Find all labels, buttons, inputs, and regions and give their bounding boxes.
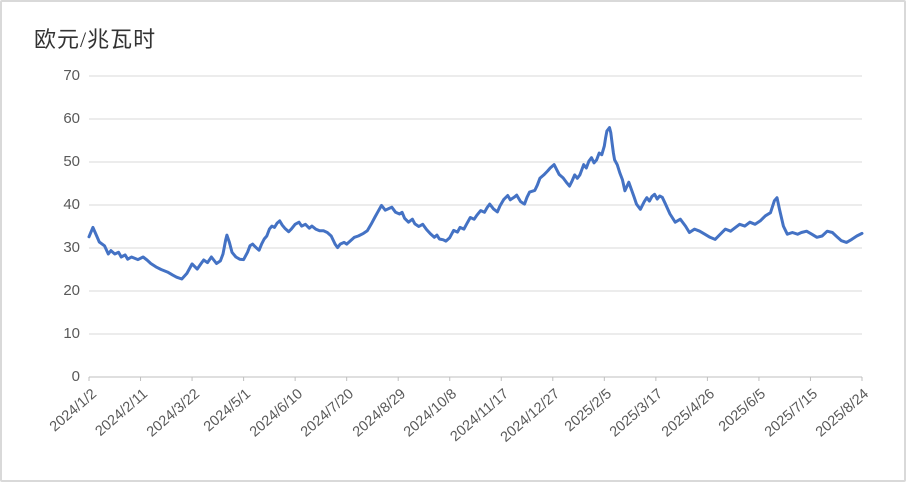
y-axis-tick-label: 70 (63, 67, 80, 84)
y-axis-tick-label: 10 (63, 325, 80, 342)
chart-title: 欧元/兆瓦时 (34, 27, 157, 52)
y-axis-tick-label: 0 (71, 368, 80, 385)
y-axis-tick-label: 60 (63, 110, 80, 127)
price-line (87, 126, 864, 281)
y-axis-tick-label: 30 (63, 239, 80, 256)
y-axis-tick-label: 40 (63, 196, 80, 213)
y-axis-tick-label: 20 (63, 282, 80, 299)
y-axis-tick-label: 50 (63, 153, 80, 170)
